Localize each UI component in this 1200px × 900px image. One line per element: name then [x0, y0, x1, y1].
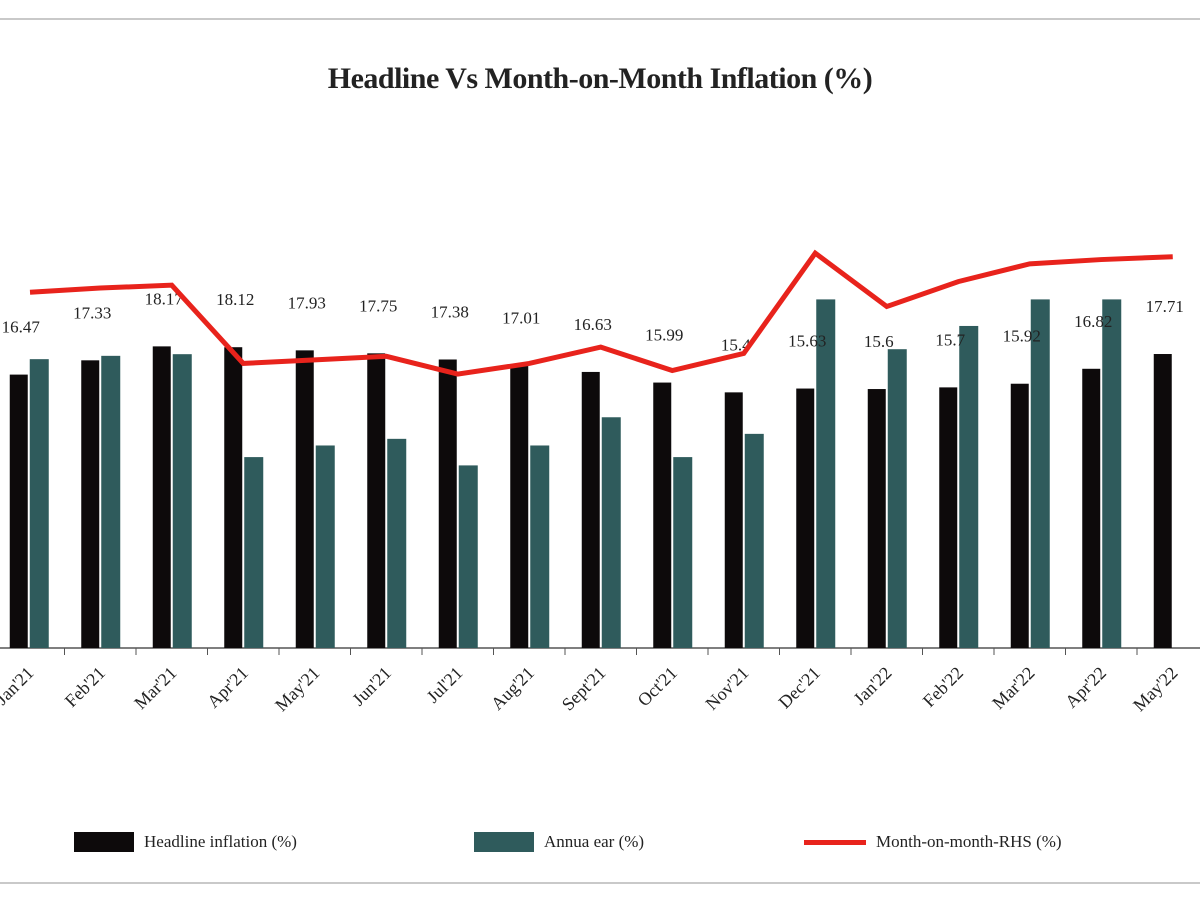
line-mom	[29, 249, 1173, 377]
data-label: 17.33	[73, 303, 111, 322]
data-label: 18.12	[216, 290, 254, 309]
legend-label-mom: Month-on-month-RHS (%)	[876, 832, 1062, 851]
data-label: 15.92	[1003, 327, 1041, 346]
x-tick-label: Jan'22	[849, 663, 895, 709]
data-label: 15.99	[645, 326, 683, 345]
bar-headline	[867, 389, 886, 648]
data-label: 16.47	[2, 318, 41, 337]
data-label: 18.17	[145, 289, 184, 308]
x-tick-label: Mar'22	[988, 663, 1038, 713]
data-label: 17.75	[359, 296, 397, 315]
x-tick-label: Jul'21	[423, 663, 467, 707]
data-label: 17.38	[431, 302, 469, 321]
bar-headline	[1082, 368, 1101, 648]
bar-headline	[367, 353, 386, 648]
bar-food	[315, 445, 335, 648]
data-label: 15.7	[935, 330, 965, 349]
data-label: 16.82	[1074, 312, 1112, 331]
x-tick-label: Mar'21	[130, 663, 180, 713]
x-tick-label: Sept'21	[558, 663, 610, 715]
x-tick-label: Nov'21	[701, 663, 752, 714]
legend-item-headline: Headline inflation (%)	[74, 824, 297, 860]
bar-food	[1102, 299, 1122, 648]
bar-headline	[796, 388, 815, 648]
x-tick-label: Apr'22	[1061, 663, 1110, 712]
data-label: 15.63	[788, 332, 826, 351]
bar-headline	[510, 365, 529, 648]
bar-headline	[581, 371, 600, 648]
data-label: 17.71	[1146, 297, 1184, 316]
bar-food	[959, 325, 979, 648]
bar-food	[244, 457, 264, 648]
bar-food	[887, 349, 907, 648]
x-tick-label: Jan'21	[0, 663, 38, 709]
bar-food	[1030, 299, 1050, 648]
legend-label-headline: Headline inflation (%)	[144, 832, 297, 851]
bar-food	[458, 465, 478, 648]
bar-food	[744, 433, 764, 648]
bar-headline	[9, 374, 28, 648]
bar-headline	[81, 360, 100, 648]
bar-food	[530, 445, 550, 648]
data-label: 17.93	[288, 293, 326, 312]
x-tick-label: Oct'21	[634, 663, 682, 711]
bar-food	[673, 457, 693, 648]
bar-headline	[438, 359, 457, 648]
data-label: 16.63	[574, 315, 612, 334]
bar-headline	[224, 347, 243, 648]
data-label: 17.01	[502, 309, 540, 328]
bar-food	[101, 355, 121, 648]
x-tick-label: Feb'21	[61, 663, 109, 711]
bar-headline	[724, 392, 743, 648]
legend-label-food: Annua ear (%)	[544, 832, 645, 851]
chart-frame	[0, 18, 1200, 884]
legend-swatch-mom	[804, 839, 866, 845]
x-tick-label: Apr'21	[203, 663, 252, 712]
x-tick-label: Dec'21	[774, 663, 824, 713]
bar-headline	[295, 350, 314, 648]
chart-title: Headline Vs Month-on-Month Inflation (%)	[327, 62, 873, 95]
legend-item-mom: Month-on-month-RHS (%)	[804, 824, 1062, 860]
bar-headline	[152, 346, 171, 648]
bar-food	[601, 417, 621, 648]
legend-item-food: Annua ear (%)	[474, 824, 644, 860]
legend: Headline inflation (%) Annua ear (%) Mon…	[0, 824, 1200, 860]
bar-headline	[939, 387, 958, 648]
legend-swatch-headline	[74, 832, 134, 852]
bar-food	[172, 354, 192, 648]
bar-food	[29, 359, 49, 648]
data-label: 15.6	[864, 332, 894, 351]
bar-food	[816, 299, 836, 648]
x-tick-label: May'22	[1129, 663, 1182, 716]
bar-food	[387, 438, 407, 648]
x-tick-label: Aug'21	[487, 663, 538, 714]
bar-headline	[1153, 354, 1172, 648]
bar-headline	[1010, 383, 1029, 648]
x-tick-label: Jun'21	[348, 663, 395, 710]
bar-headline	[653, 382, 672, 648]
legend-swatch-food	[474, 832, 534, 852]
x-tick-label: Feb'22	[919, 663, 967, 711]
x-tick-label: May'21	[271, 663, 324, 716]
